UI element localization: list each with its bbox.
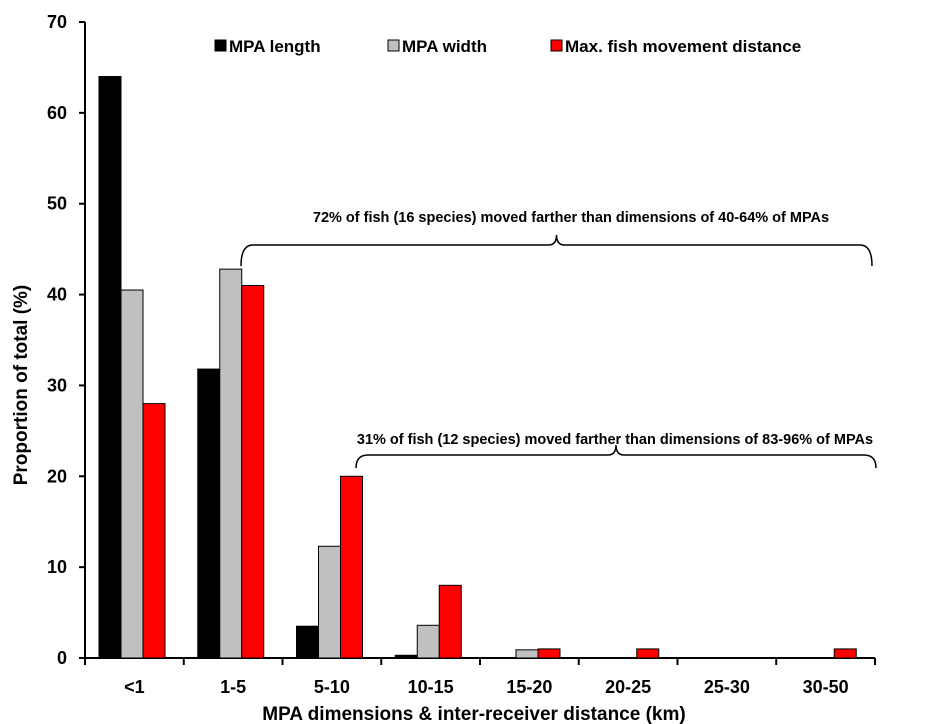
x-tick-label: 30-50	[803, 677, 849, 697]
bar	[394, 654, 418, 659]
bar	[318, 545, 341, 659]
bar	[98, 76, 122, 659]
y-tick-label: 10	[47, 557, 67, 577]
bar	[120, 289, 144, 659]
bar	[438, 584, 462, 659]
bar	[416, 624, 440, 659]
x-tick-label: 5-10	[314, 677, 350, 697]
y-tick-label: 20	[47, 466, 67, 486]
legend-swatch	[387, 39, 400, 52]
x-tick-label: 20-25	[605, 677, 651, 697]
bar	[515, 649, 539, 659]
bar	[636, 648, 660, 659]
y-axis-title: Proportion of total (%)	[11, 285, 32, 486]
x-tick-label: <1	[124, 677, 145, 697]
legend-swatch	[214, 39, 227, 52]
bar	[142, 403, 166, 659]
legend-swatch	[550, 39, 563, 52]
bar	[197, 368, 221, 659]
y-tick-label: 60	[47, 103, 67, 123]
annotation-text: 31% of fish (12 species) moved farther t…	[357, 432, 873, 448]
legend: MPA length MPA width Max. fish movement di…	[214, 37, 801, 56]
x-tick-label: 15-20	[506, 677, 552, 697]
bar	[296, 625, 319, 659]
annotation-text: 72% of fish (16 species) moved farther t…	[313, 210, 829, 226]
y-tick-label: 70	[47, 12, 67, 32]
annotations: 72% of fish (16 species) moved farther t…	[240, 210, 877, 469]
y-tick-label: 30	[47, 375, 67, 395]
x-tick-label: 10-15	[408, 677, 454, 697]
y-tick-label: 0	[57, 648, 67, 668]
bars	[98, 76, 857, 659]
x-tick-labels: <1 1-5 5-10 10-15 15-20 20-25 25-30 30-50	[124, 677, 849, 697]
x-tick-label: 1-5	[220, 677, 246, 697]
bar	[833, 648, 857, 659]
annotation-brace	[355, 444, 877, 469]
y-tick-labels: 0 10 20 30 40 50 60 70	[47, 12, 67, 668]
legend-label: Max. fish movement distance	[565, 37, 801, 56]
bar	[241, 284, 265, 659]
x-tick-label: 25-30	[704, 677, 750, 697]
legend-label: MPA length	[229, 37, 321, 56]
legend-label: MPA width	[402, 37, 487, 56]
x-axis-title: MPA dimensions & inter-receiver distance…	[262, 704, 685, 724]
bar	[219, 268, 243, 659]
y-tick-label: 50	[47, 194, 67, 214]
y-tick-label: 40	[47, 285, 67, 305]
annotation-brace	[240, 234, 873, 267]
bar	[340, 475, 363, 659]
bar	[537, 648, 561, 659]
